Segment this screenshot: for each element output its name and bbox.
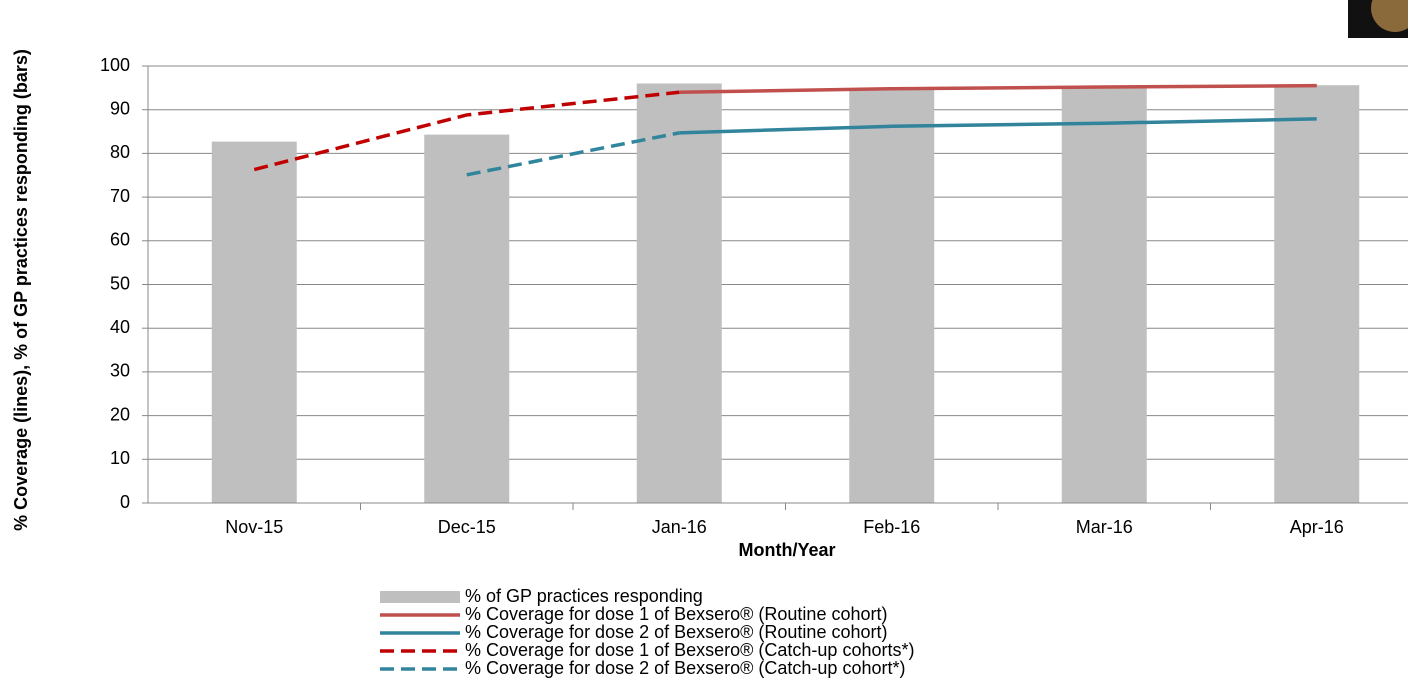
y-tick-label: 20	[110, 404, 130, 424]
y-tick-label: 50	[110, 273, 130, 293]
y-axis-label: % Coverage (lines), % of GP practices re…	[11, 49, 31, 531]
legend-label: % Coverage for dose 2 of Bexsero® (Routi…	[465, 622, 887, 642]
x-tick-label: Feb-16	[863, 517, 920, 537]
x-axis-label: Month/Year	[738, 540, 835, 560]
line-series	[253, 90, 680, 172]
y-tick-label: 40	[110, 317, 130, 337]
bar	[636, 83, 722, 503]
bar	[424, 134, 510, 503]
y-tick-label: 60	[110, 230, 130, 250]
bar	[211, 141, 297, 503]
line-series	[679, 83, 1317, 94]
y-tick-label: 80	[110, 142, 130, 162]
logo-emblem	[1371, 0, 1408, 32]
x-tick-label: Mar-16	[1076, 517, 1133, 537]
x-tick-label: Nov-15	[225, 517, 283, 537]
y-tick-label: 70	[110, 186, 130, 206]
legend-label: % Coverage for dose 1 of Bexsero® (Routi…	[465, 604, 887, 624]
legend-label: % Coverage for dose 2 of Bexsero® (Catch…	[465, 658, 905, 678]
line-series	[679, 117, 1317, 135]
legend-swatch	[380, 591, 460, 603]
bar	[1061, 86, 1147, 503]
x-tick-label: Apr-16	[1290, 517, 1344, 537]
y-tick-label: 0	[120, 492, 130, 512]
bar	[849, 88, 935, 503]
x-tick-label: Dec-15	[438, 517, 496, 537]
y-tick-label: 90	[110, 98, 130, 118]
y-tick-label: 10	[110, 448, 130, 468]
line-series	[466, 131, 680, 177]
y-tick-label: 30	[110, 361, 130, 381]
x-tick-label: Jan-16	[652, 517, 707, 537]
y-tick-label: 100	[100, 55, 130, 75]
legend-label: % of GP practices responding	[465, 586, 703, 606]
bar	[1274, 85, 1360, 503]
legend-label: % Coverage for dose 1 of Bexsero® (Catch…	[465, 640, 914, 660]
